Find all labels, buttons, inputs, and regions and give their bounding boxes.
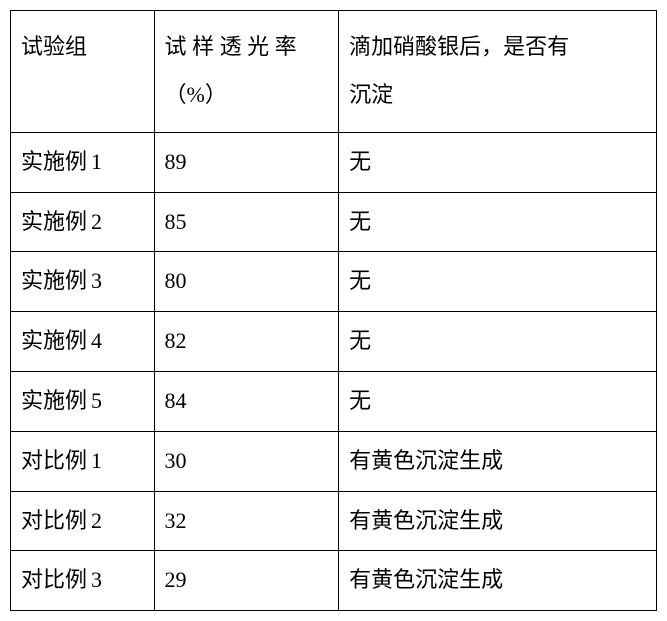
column-header-group: 试验组 [11, 11, 155, 133]
cell-group: 对比例3 [11, 551, 155, 611]
group-prefix: 实施例 [21, 209, 87, 234]
cell-group: 对比例1 [11, 431, 155, 491]
cell-transmittance: 85 [154, 192, 339, 252]
group-number: 4 [91, 328, 102, 353]
cell-precipitate: 有黄色沉淀生成 [339, 431, 657, 491]
cell-precipitate: 有黄色沉淀生成 [339, 551, 657, 611]
cell-group: 实施例1 [11, 132, 155, 192]
cell-transmittance: 30 [154, 431, 339, 491]
group-number: 1 [91, 149, 102, 174]
table-body: 实施例189无实施例285无实施例380无实施例482无实施例584无对比例13… [11, 132, 657, 610]
table-row: 实施例380无 [11, 252, 657, 312]
group-number: 2 [91, 209, 102, 234]
cell-group: 对比例2 [11, 491, 155, 551]
table-row: 对比例232有黄色沉淀生成 [11, 491, 657, 551]
group-prefix: 对比例 [21, 567, 87, 592]
group-number: 5 [91, 388, 102, 413]
table-row: 对比例329有黄色沉淀生成 [11, 551, 657, 611]
cell-group: 实施例5 [11, 371, 155, 431]
group-number: 1 [91, 448, 102, 473]
group-number: 2 [91, 508, 102, 533]
header-text: 试验组 [21, 34, 87, 59]
column-header-precipitate: 滴加硝酸银后，是否有 沉淀 [339, 11, 657, 133]
group-prefix: 实施例 [21, 328, 87, 353]
cell-group: 实施例2 [11, 192, 155, 252]
table-row: 实施例584无 [11, 371, 657, 431]
group-number: 3 [91, 268, 102, 293]
header-text: 沉淀 [349, 82, 393, 107]
cell-precipitate: 无 [339, 192, 657, 252]
group-prefix: 实施例 [21, 268, 87, 293]
table-row: 对比例130有黄色沉淀生成 [11, 431, 657, 491]
cell-group: 实施例4 [11, 312, 155, 372]
cell-precipitate: 无 [339, 252, 657, 312]
experiment-table: 试验组 试 样 透 光 率 （%） 滴加硝酸银后，是否有 沉淀 实施例189无实… [10, 10, 657, 611]
cell-transmittance: 32 [154, 491, 339, 551]
cell-transmittance: 84 [154, 371, 339, 431]
group-prefix: 实施例 [21, 388, 87, 413]
cell-precipitate: 无 [339, 132, 657, 192]
group-number: 3 [91, 567, 102, 592]
cell-transmittance: 82 [154, 312, 339, 372]
cell-transmittance: 80 [154, 252, 339, 312]
table-row: 实施例482无 [11, 312, 657, 372]
header-text: 试 样 透 光 率 [165, 34, 297, 59]
cell-precipitate: 无 [339, 371, 657, 431]
cell-precipitate: 有黄色沉淀生成 [339, 491, 657, 551]
header-text: （%） [165, 82, 227, 107]
cell-group: 实施例3 [11, 252, 155, 312]
table-header-row: 试验组 试 样 透 光 率 （%） 滴加硝酸银后，是否有 沉淀 [11, 11, 657, 133]
column-header-transmittance: 试 样 透 光 率 （%） [154, 11, 339, 133]
group-prefix: 对比例 [21, 508, 87, 533]
cell-precipitate: 无 [339, 312, 657, 372]
table-row: 实施例189无 [11, 132, 657, 192]
group-prefix: 对比例 [21, 448, 87, 473]
header-text: 滴加硝酸银后，是否有 [349, 34, 569, 59]
cell-transmittance: 29 [154, 551, 339, 611]
table-row: 实施例285无 [11, 192, 657, 252]
cell-transmittance: 89 [154, 132, 339, 192]
group-prefix: 实施例 [21, 149, 87, 174]
